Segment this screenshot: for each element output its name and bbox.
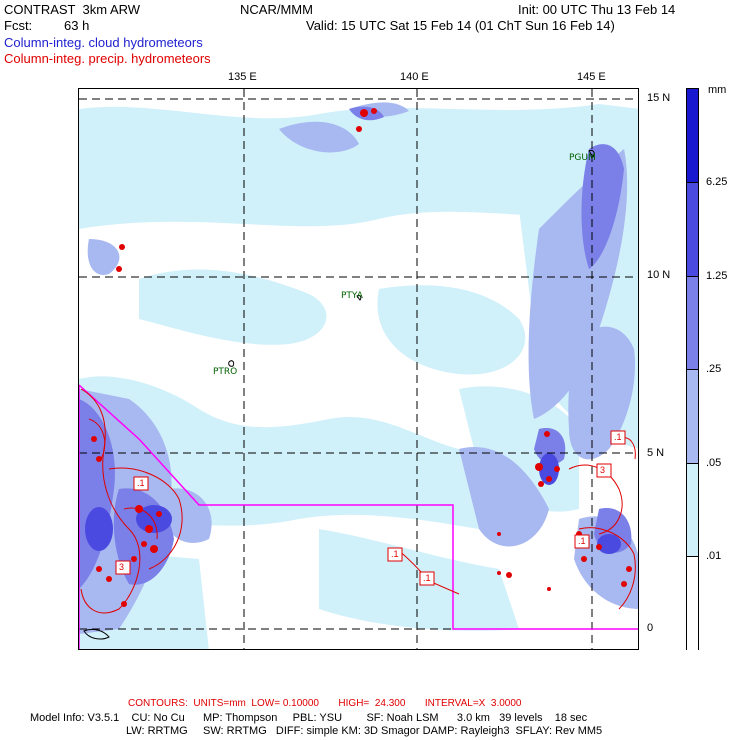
field-precip-title: Column-integ. precip. hydrometeors [4,51,211,66]
forecast-label: Fcst: [4,18,33,33]
grid-lines [79,89,638,649]
contour-info: CONTOURS: UNITS=mm LOW= 0.10000 HIGH= 24… [128,698,522,709]
lon-label-145: 145 E [577,71,606,83]
organization: NCAR/MMM [240,2,313,17]
colorbar-segment [687,464,698,557]
colorbar-segment [687,277,698,370]
analysis-box [79,384,638,649]
colorbar-segment [687,370,698,464]
colorbar-segment [687,89,698,183]
contour-label: .1 [137,478,145,488]
cloud-shading-heavy [85,453,621,554]
contour-label: .1 [423,573,431,583]
colorbar-label: .01 [706,550,722,562]
lat-label-equator: 0 [647,622,654,634]
contour-label: .1 [578,536,586,546]
colorbar-label: 6.25 [706,176,728,188]
contour-label: .1 [614,432,622,442]
lon-label-135: 135 E [228,71,257,83]
precip-cells [91,108,632,607]
map-panel: .1 3 .1 .1 .1 .1 3 PGUM PTYA PTRO [78,88,639,650]
model-info: Model Info: V3.5.1 CU: No Cu MP: Thompso… [30,712,588,724]
colorbar-segment [687,183,698,277]
contour-label: .1 [391,549,399,559]
valid-time: Valid: 15 UTC Sat 15 Feb 14 (01 ChT Sun … [306,18,615,33]
forecast-hour: 63 h [64,18,90,33]
lat-label-15n: 15 N [647,92,671,104]
contour-label: 3 [119,562,125,572]
colorbar-label: 1.25 [706,270,728,282]
map-graphics [79,89,638,649]
coastlines [83,150,595,640]
plot-title: CONTRAST 3km ARW [4,2,141,17]
colorbar-label: .05 [706,457,722,469]
lat-label-5n: 5 N [647,447,665,459]
lat-label-10n: 10 N [647,269,671,281]
colorbar-label: .25 [706,363,722,375]
lon-label-140: 140 E [400,71,429,83]
colorbar [686,88,699,651]
init-time: Init: 00 UTC Thu 13 Feb 14 [518,2,676,17]
contour-label: 3 [600,465,606,475]
field-cloud-title: Column-integ. cloud hydrometeors [4,35,203,50]
contour-label-boxes [115,430,626,586]
station-ptro: PTRO [213,367,238,377]
station-pgum: PGUM [569,153,596,163]
colorbar-unit: mm [708,84,727,96]
model-info-2: LW: RRTMG SW: RRTMG DIFF: simple KM: 3D … [126,725,603,737]
colorbar-segment [687,557,698,651]
station-ptya: PTYA [341,291,363,301]
